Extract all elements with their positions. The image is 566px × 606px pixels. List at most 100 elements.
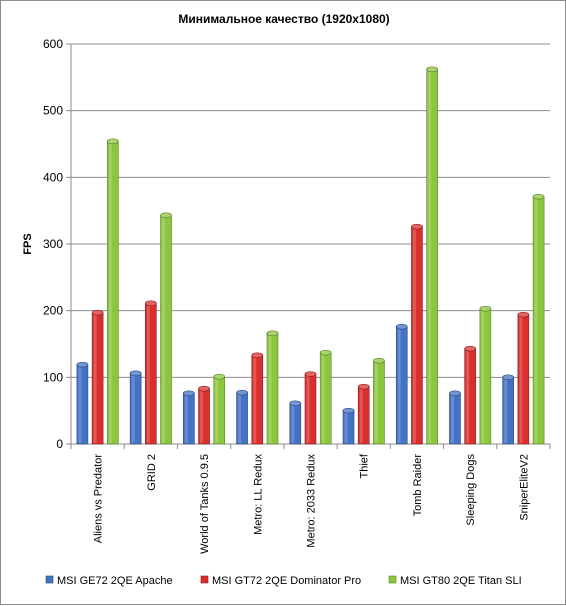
bar — [464, 345, 476, 445]
y-tick-label: 600 — [43, 37, 63, 51]
legend-label: MSI GT72 2QE Dominator Pro — [212, 575, 361, 587]
bar-cap — [107, 138, 119, 145]
bar — [532, 193, 545, 445]
bar-cap — [304, 371, 317, 377]
bar-highlight — [428, 70, 432, 443]
bar-highlight — [93, 313, 97, 443]
bar-cap — [502, 374, 514, 381]
bar — [213, 373, 226, 445]
bar — [183, 390, 195, 445]
bar — [266, 330, 279, 445]
bar — [304, 371, 317, 445]
legend-label: MSI GT80 2QE Titan SLI — [400, 575, 522, 587]
bar-highlight — [253, 356, 257, 443]
category-label: GRID 2 — [146, 454, 158, 491]
legend: MSI GE72 2QE Apache MSI GT72 2QE Dominato… — [45, 575, 522, 587]
bar-cap — [395, 323, 408, 330]
bar-cap — [411, 223, 423, 230]
bar — [289, 400, 302, 445]
bar-cap — [426, 66, 438, 73]
bar-cap — [145, 300, 157, 307]
bar-cap — [342, 407, 355, 414]
bar-cap — [236, 389, 248, 396]
bar-cap — [129, 370, 142, 377]
category-label: SniperEliteV2 — [518, 454, 530, 521]
bar-highlight — [200, 389, 204, 443]
bar-cap — [289, 400, 302, 407]
bar-highlight — [344, 411, 348, 443]
bar-cap — [373, 357, 385, 364]
bar — [373, 357, 385, 445]
bar-highlight — [78, 365, 82, 443]
bar-highlight — [412, 227, 416, 443]
bar — [502, 374, 514, 445]
bar — [76, 361, 89, 445]
bar-highlight — [268, 334, 272, 443]
bar-highlight — [291, 404, 295, 443]
y-tick-label: 0 — [56, 437, 63, 451]
bar-highlight — [450, 394, 454, 443]
category-label: Metro: 2033 Redux — [306, 454, 318, 548]
category-label: Sleeping Dogs — [465, 454, 477, 526]
bar-cap — [183, 390, 195, 397]
bar-highlight — [215, 377, 219, 443]
bars — [76, 66, 545, 445]
bar-cap — [517, 311, 530, 318]
category-labels: Aliens vs Predator GRID 2 World of Tanks 0… — [93, 453, 531, 554]
legend-item: MSI GT72 2QE Dominator Pro — [200, 575, 361, 587]
bar-highlight — [184, 394, 188, 443]
bar-highlight — [238, 393, 242, 443]
bar-highlight — [162, 216, 166, 443]
bar-highlight — [519, 315, 523, 443]
bar-highlight — [374, 361, 378, 443]
bar-highlight — [108, 142, 112, 444]
bar — [160, 212, 172, 445]
bar — [145, 300, 157, 445]
y-axis-label: FPS — [22, 233, 34, 254]
category-label: Metro: LL Redux — [252, 454, 264, 535]
bar-highlight — [131, 374, 135, 443]
bar — [198, 385, 210, 445]
legend-label: MSI GE72 2QE Apache — [57, 575, 173, 587]
bar-highlight — [481, 309, 485, 443]
y-tick-label: 100 — [43, 370, 63, 384]
bar — [479, 305, 492, 445]
bar-highlight — [466, 349, 470, 443]
bar-cap — [319, 349, 332, 356]
bar-highlight — [146, 304, 150, 443]
y-tick-label: 300 — [43, 237, 63, 251]
bar — [411, 223, 423, 445]
bar-cap — [160, 212, 172, 219]
bar — [517, 311, 530, 445]
bar — [357, 383, 370, 445]
category-label: Aliens vs Predator — [93, 454, 105, 544]
bar — [251, 352, 264, 445]
category-label: Tomb Raider — [412, 454, 424, 517]
bar-highlight — [504, 378, 508, 443]
bar — [91, 309, 104, 445]
bar-cap — [479, 305, 492, 312]
bar-cap — [464, 345, 476, 352]
y-tick-label: 500 — [43, 104, 63, 118]
bar-highlight — [321, 353, 325, 443]
bar — [236, 389, 248, 445]
category-label: World of Tanks 0.9.5 — [199, 454, 211, 554]
legend-swatch — [388, 575, 397, 584]
bar-cap — [251, 352, 264, 359]
category-label: Thief — [359, 453, 371, 478]
bar — [395, 323, 408, 445]
bar — [319, 349, 332, 445]
bar — [426, 66, 438, 445]
bar — [129, 370, 142, 445]
bar-cap — [76, 361, 89, 368]
chart-title: Минимальное качество (1920x1080) — [178, 12, 389, 26]
bar — [342, 407, 355, 445]
y-tick-label: 200 — [43, 304, 63, 318]
bar — [107, 138, 119, 445]
bar-highlight — [359, 387, 363, 443]
legend-item: MSI GT80 2QE Titan SLI — [388, 575, 522, 587]
bar-highlight — [534, 197, 538, 443]
y-tick-label: 400 — [43, 170, 63, 184]
